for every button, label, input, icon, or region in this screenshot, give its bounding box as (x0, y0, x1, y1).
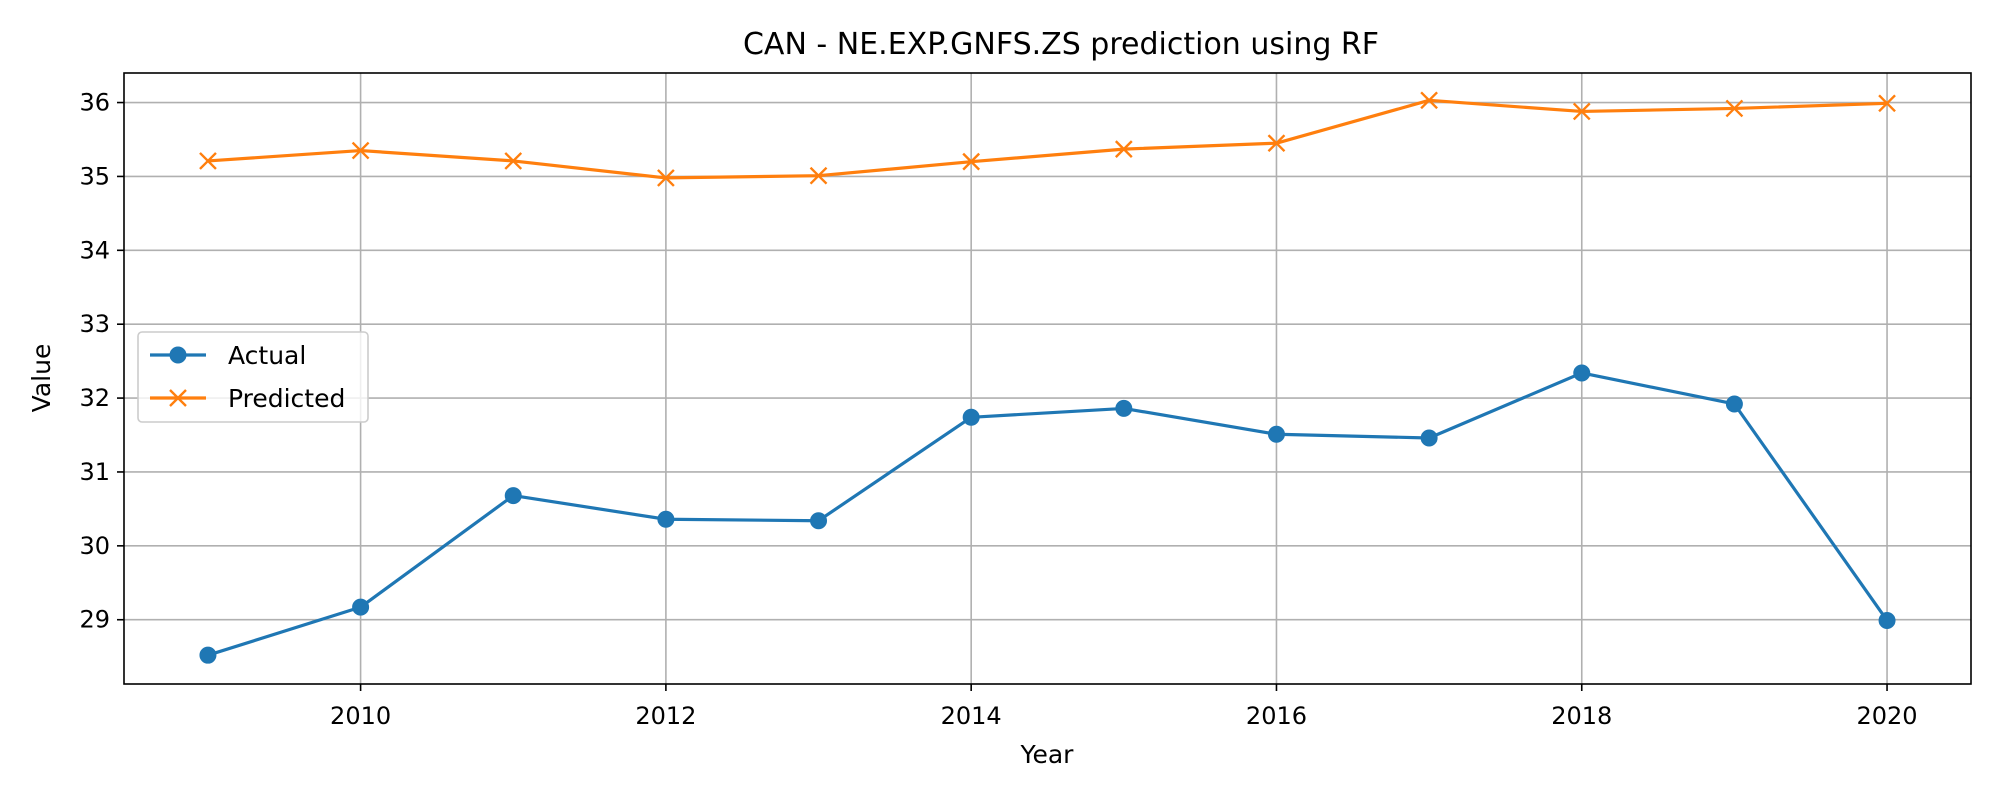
x-axis-label: Year (1020, 740, 1075, 769)
legend-actual-marker (169, 346, 187, 364)
legend-actual-label: Actual (228, 341, 306, 370)
y-tick-label: 32 (79, 384, 110, 412)
predicted-point (1878, 94, 1896, 113)
plot-frame (123, 72, 1972, 685)
grid (124, 73, 1971, 684)
x-tick-label: 2020 (1857, 702, 1918, 730)
actual-point (1115, 399, 1133, 417)
x-axis: 2010 2012 2014 2016 2018 2020 (330, 684, 1918, 730)
actual-point (352, 598, 370, 616)
x-tick-label: 2010 (330, 702, 391, 730)
actual-point (504, 487, 522, 505)
y-axis-label: Value (27, 344, 56, 413)
actual-point (962, 408, 980, 426)
actual-point (1878, 611, 1896, 629)
x-tick-label: 2014 (941, 702, 1002, 730)
x-tick-label: 2016 (1246, 702, 1307, 730)
predicted-point (1114, 140, 1133, 158)
chart-title: CAN - NE.EXP.GNFS.ZS prediction using RF (743, 27, 1379, 62)
y-tick-label: 29 (79, 606, 110, 634)
legend-predicted-label: Predicted (228, 384, 345, 413)
predicted-point (657, 169, 675, 187)
legend-predicted-marker (169, 389, 187, 407)
series-actual (199, 364, 1896, 664)
actual-point (1725, 395, 1743, 413)
y-tick-label: 33 (79, 310, 110, 338)
predicted-point (1572, 102, 1591, 121)
predicted-point (962, 152, 981, 171)
y-tick-label: 35 (79, 162, 110, 190)
actual-line (207, 371, 1889, 657)
actual-point (199, 646, 217, 664)
predicted-point (1420, 91, 1438, 110)
y-axis: 29 30 31 32 33 34 35 36 (79, 89, 124, 634)
y-tick-label: 34 (79, 236, 110, 264)
predicted-point (809, 166, 828, 185)
series-layer (199, 91, 1896, 664)
actual-point (1267, 425, 1285, 443)
actual-point (810, 512, 828, 530)
predicted-line (207, 98, 1888, 180)
predicted-point (351, 141, 370, 160)
actual-point (1573, 364, 1591, 382)
predicted-point (504, 152, 523, 170)
y-tick-label: 30 (79, 532, 110, 560)
predicted-point (1267, 134, 1286, 153)
actual-point (1420, 429, 1438, 447)
predicted-point (1725, 99, 1744, 118)
y-tick-label: 36 (79, 89, 110, 117)
y-tick-label: 31 (79, 458, 110, 486)
x-tick-label: 2018 (1551, 702, 1612, 730)
legend-items: Actual Predicted (150, 341, 345, 413)
actual-point (657, 510, 675, 528)
x-tick-label: 2012 (635, 702, 696, 730)
series-predicted (199, 91, 1896, 187)
legend: Actual Predicted (137, 331, 369, 423)
predicted-point (199, 152, 217, 170)
